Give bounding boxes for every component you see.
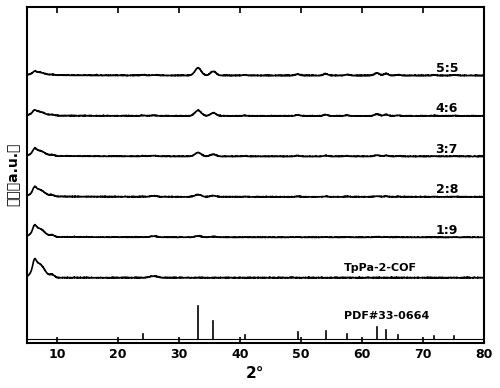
Text: TpPa-2-COF: TpPa-2-COF xyxy=(344,263,417,273)
Text: 4:6: 4:6 xyxy=(436,102,458,115)
Text: 2:8: 2:8 xyxy=(436,183,458,196)
Y-axis label: 强度（a.u.）: 强度（a.u.） xyxy=(7,143,21,206)
Text: 5:5: 5:5 xyxy=(436,62,458,75)
Text: PDF#33-0664: PDF#33-0664 xyxy=(344,311,430,321)
X-axis label: 2°: 2° xyxy=(246,366,264,381)
Text: 3:7: 3:7 xyxy=(436,143,458,156)
Text: 1:9: 1:9 xyxy=(436,224,458,237)
